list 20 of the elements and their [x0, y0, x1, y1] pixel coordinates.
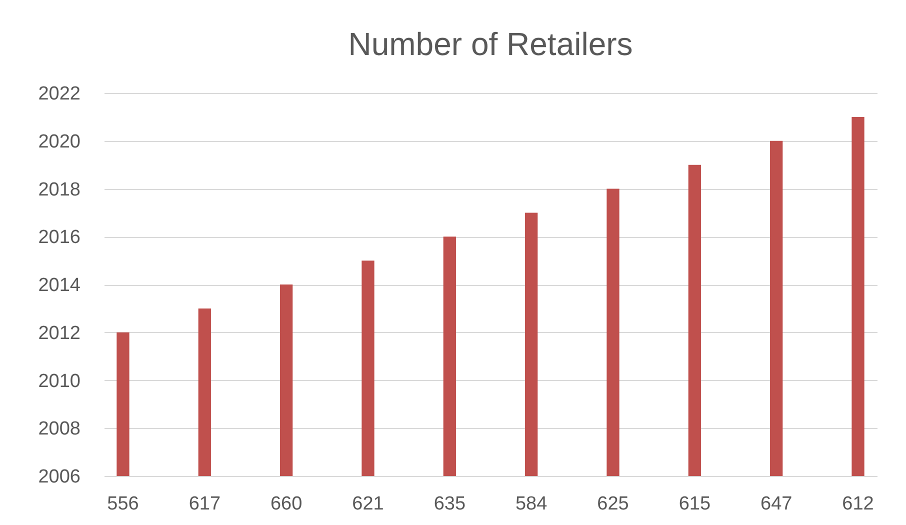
- y-tick-label: 2008: [38, 418, 80, 440]
- x-tick-label: 617: [188, 494, 221, 514]
- y-tick-label: 2014: [38, 275, 81, 296]
- x-tick-label: 635: [434, 494, 466, 514]
- chart-title: Number of Retailers: [348, 26, 633, 62]
- x-tick-label: 660: [270, 494, 302, 514]
- x-tick-label: 584: [515, 494, 548, 514]
- y-tick-label: 2012: [38, 322, 80, 344]
- y-tick-label: 2020: [38, 131, 80, 152]
- y-tick-label: 2018: [38, 179, 80, 200]
- x-tick-label: 625: [597, 494, 629, 514]
- y-tick-label: 2010: [38, 370, 80, 392]
- x-tick-label: 556: [107, 494, 139, 514]
- x-tick-label: 615: [678, 494, 711, 514]
- x-tick-label: 647: [760, 494, 792, 514]
- y-tick-label: 2006: [38, 466, 80, 488]
- y-tick-label: 2016: [38, 227, 80, 248]
- x-tick-label: 612: [842, 494, 874, 514]
- y-tick-label: 2022: [38, 84, 80, 104]
- x-tick-label: 621: [352, 494, 384, 514]
